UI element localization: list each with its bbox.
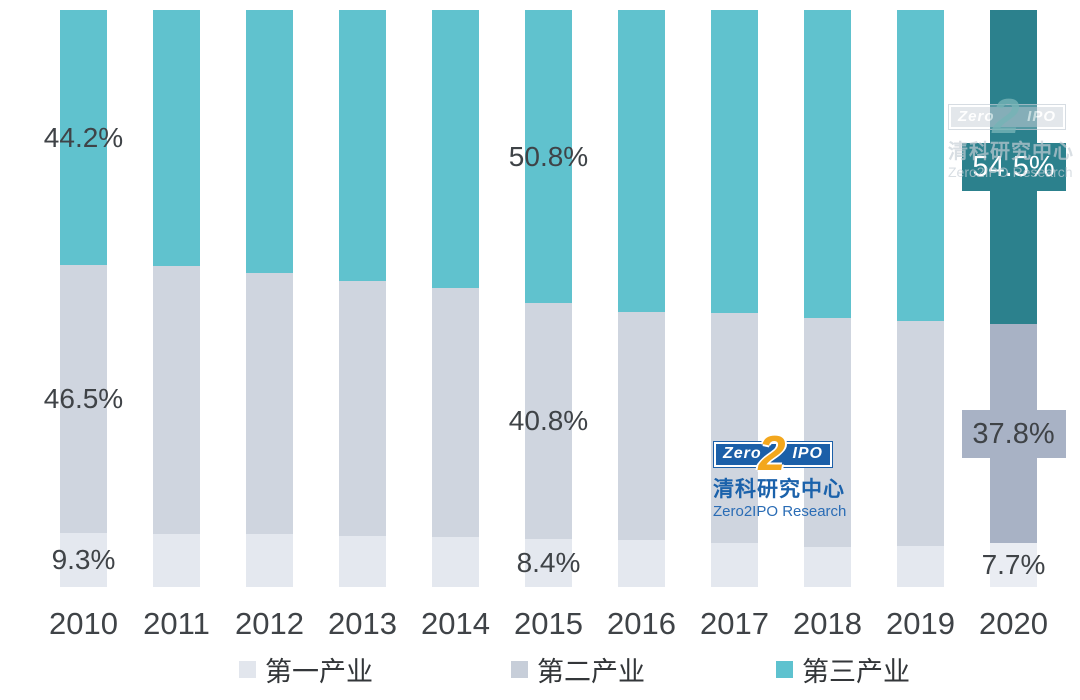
legend-item-secondary: 第二产业 [511, 650, 645, 689]
bar-segment-2018 [804, 10, 851, 318]
bar-segment-2018 [804, 546, 851, 587]
logo-zero-text: Zero [723, 445, 762, 462]
x-axis-tick-label: 2011 [143, 606, 210, 641]
bar-segment-2017 [711, 312, 758, 544]
value-label: 40.8% [508, 404, 589, 436]
bar-segment-2011 [153, 10, 200, 266]
logo-ipo-text: IPO [792, 445, 823, 462]
value-label: 37.8% [961, 409, 1066, 458]
bar-segment-2010 [60, 533, 107, 587]
legend-label-primary: 第一产业 [265, 657, 373, 687]
logo-cn-name: 清科研究中心 [713, 478, 845, 501]
x-axis-tick-label: 2010 [49, 606, 118, 641]
watermark-logo-box: Zero IPO 2 [948, 93, 1066, 142]
value-label: 9.3% [51, 544, 116, 576]
legend-swatch-tertiary [776, 661, 793, 678]
watermark-en-name: Zero2IPO Research [948, 164, 1073, 180]
bar-segment-2015 [525, 538, 572, 587]
value-label: 7.7% [981, 548, 1046, 580]
value-label: 46.5% [43, 383, 124, 415]
bar-segment-2016 [618, 540, 665, 587]
zero2ipo-logo-box: Zero IPO 2 [713, 430, 833, 479]
bar-segment-2013 [339, 10, 386, 281]
logo-en-name: Zero2IPO Research [713, 503, 847, 520]
logo-two-numeral: 2 [758, 427, 786, 481]
value-label: 50.8% [508, 140, 589, 172]
x-axis-tick-label: 2015 [514, 606, 583, 641]
bar-segment-2010 [60, 265, 107, 534]
watermark-ipo-text: IPO [1027, 108, 1056, 125]
bar-segment-2012 [246, 272, 293, 535]
x-axis-tick-label: 2018 [793, 606, 862, 641]
bar-segment-2013 [339, 535, 386, 587]
bar-segment-2011 [153, 265, 200, 534]
x-axis-tick-label: 2016 [607, 606, 676, 641]
bar-segment-2017 [711, 10, 758, 313]
bar-segment-2017 [711, 543, 758, 587]
legend-swatch-primary [239, 661, 256, 678]
bar-segment-2016 [618, 10, 665, 313]
x-axis-tick-label: 2012 [235, 606, 304, 641]
x-axis-tick-label: 2017 [700, 606, 769, 641]
bar-segment-2020 [990, 542, 1037, 587]
bar-segment-2013 [339, 280, 386, 536]
bar-segment-2019 [897, 10, 944, 321]
bar-segment-2014 [432, 287, 479, 537]
bar-segment-2015 [525, 303, 572, 539]
bar-segment-2012 [246, 10, 293, 273]
zero2ipo-logo: Zero IPO 2 清科研究中心 Zero2IPO Research [713, 430, 853, 520]
bar-segment-2019 [897, 321, 944, 547]
bar-segment-2014 [432, 10, 479, 288]
watermark-two-numeral: 2 [992, 90, 1020, 144]
value-label: 8.4% [516, 546, 581, 578]
bar-segment-2012 [246, 534, 293, 587]
zero2ipo-watermark: Zero IPO 2 清科研究中心 Zero2IPO Research [948, 93, 1074, 180]
x-axis-tick-label: 2020 [979, 606, 1048, 641]
bar-segment-2019 [897, 546, 944, 587]
legend-item-primary: 第一产业 [239, 650, 373, 689]
bar-segment-2018 [804, 317, 851, 547]
bar-segment-2011 [153, 533, 200, 587]
x-axis-tick-label: 2019 [886, 606, 955, 641]
x-axis-tick-label: 2013 [328, 606, 397, 641]
bar-segment-2014 [432, 536, 479, 587]
watermark-cn-name: 清科研究中心 [948, 141, 1074, 163]
value-label: 54.5% [961, 143, 1066, 192]
legend-item-tertiary: 第三产业 [776, 650, 910, 689]
watermark-zero-text: Zero [958, 108, 995, 125]
bar-segment-2015 [525, 10, 572, 304]
bar-segment-2016 [618, 312, 665, 541]
legend-label-tertiary: 第三产业 [802, 657, 910, 687]
x-axis-tick-label: 2014 [421, 606, 490, 641]
legend-swatch-secondary [511, 661, 528, 678]
bar-segment-2010 [60, 10, 107, 266]
legend-label-secondary: 第二产业 [537, 657, 645, 687]
value-label: 44.2% [43, 121, 124, 153]
